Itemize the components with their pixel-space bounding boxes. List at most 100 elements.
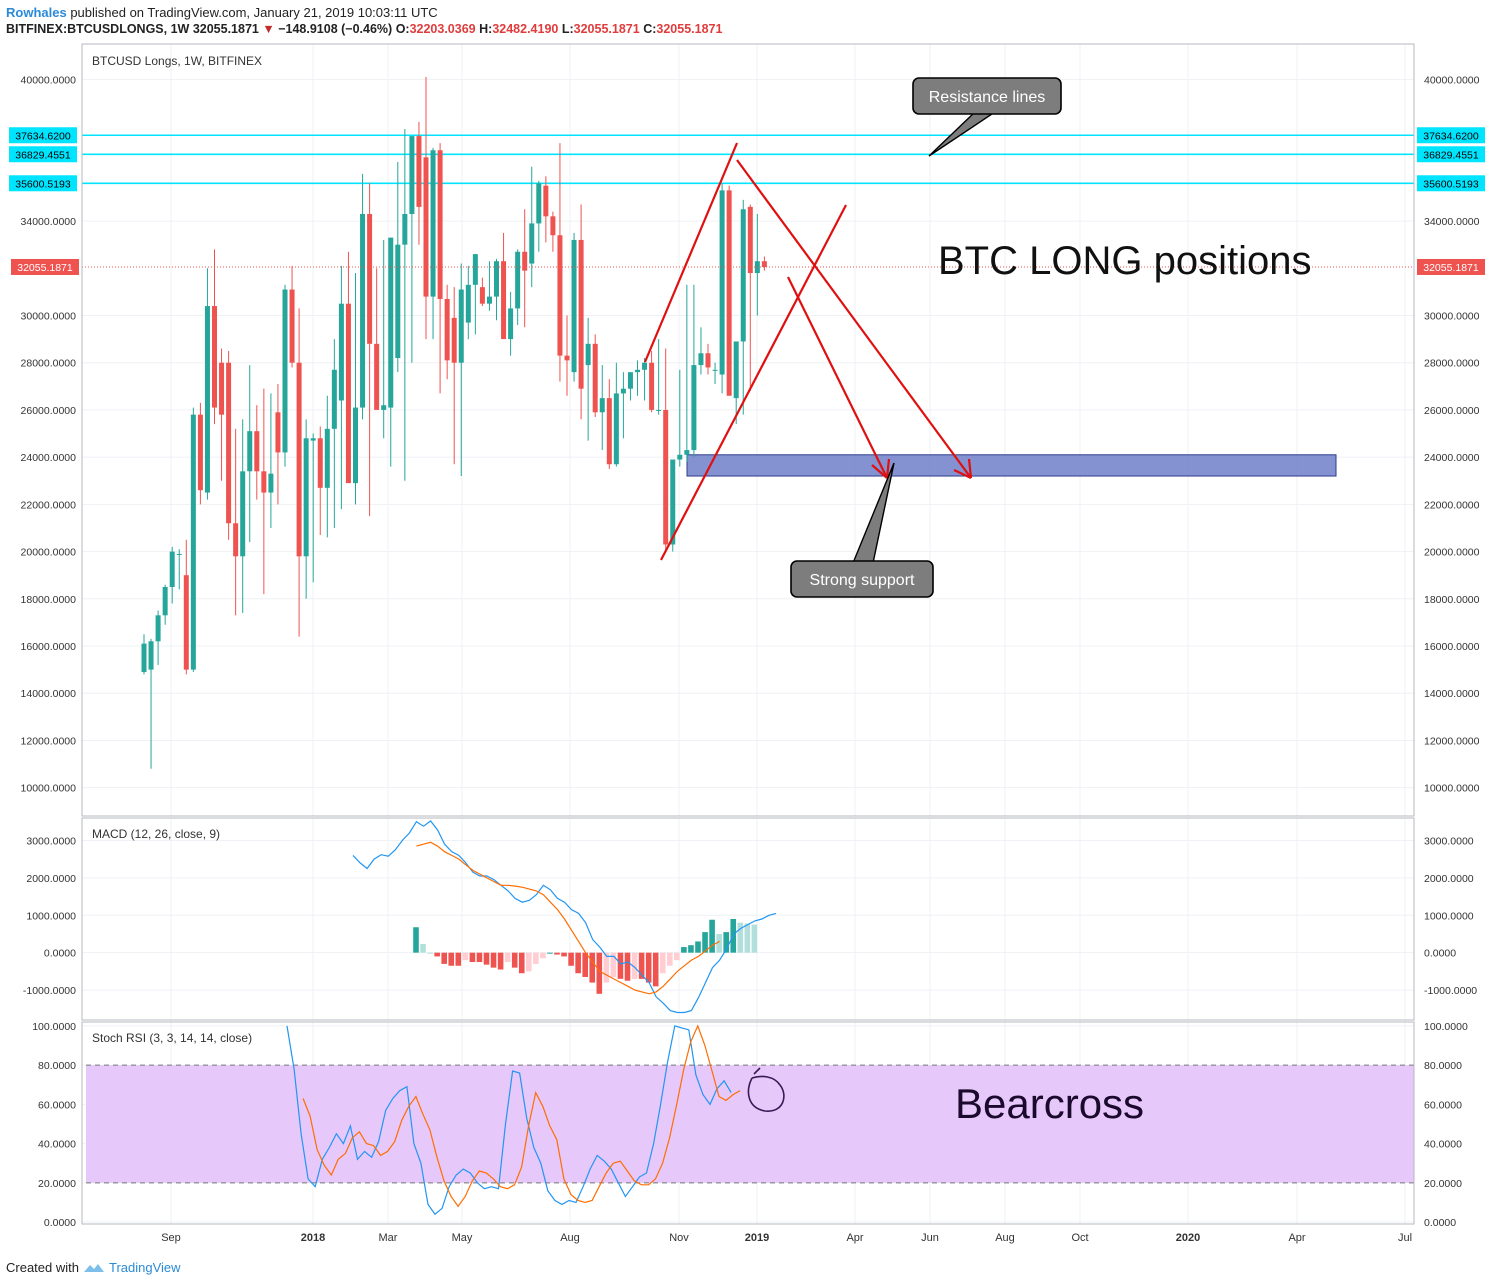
y-tick-label-left: -1000.0000 — [23, 985, 76, 997]
last-price-tag-left: 32055.1871 — [11, 258, 79, 275]
y-tick-label-right: 0.0000 — [1424, 948, 1456, 960]
candle-body — [409, 136, 415, 214]
candle-body — [254, 431, 260, 472]
candle — [656, 339, 662, 415]
macd-pane[interactable] — [352, 820, 777, 1014]
candle — [472, 254, 478, 335]
headline-annotation: BTC LONG positions — [938, 239, 1311, 283]
bearcross-circle — [747, 1067, 785, 1112]
macd-histogram-bar — [681, 947, 687, 953]
macd-histogram-bar — [434, 952, 440, 957]
candle-body — [416, 136, 422, 207]
macd-histogram-bar — [420, 944, 426, 953]
y-tick-label-left: 80.0000 — [38, 1060, 76, 1072]
resistance-tag-left-text: 37634.6200 — [15, 130, 71, 142]
candle-body — [747, 206, 753, 274]
y-tick-label-left: 0.0000 — [44, 1217, 76, 1229]
y-tick-label-left: 14000.0000 — [21, 688, 77, 700]
x-tick-label: 2019 — [745, 1232, 769, 1244]
candle-body — [275, 412, 281, 453]
x-tick-label: 2018 — [301, 1232, 325, 1244]
candle-body — [642, 362, 648, 370]
arrowhead — [871, 464, 888, 479]
candle — [345, 251, 351, 484]
y-tick-label-right: 20.0000 — [1424, 1178, 1462, 1190]
macd-histogram-bar — [462, 952, 469, 961]
candle — [585, 317, 591, 441]
candle-body — [501, 261, 507, 340]
macd-histogram-bar — [441, 952, 447, 964]
candle — [691, 284, 697, 458]
y-tick-label-left: 22000.0000 — [21, 499, 77, 511]
last-price: 32055.1871 — [192, 22, 259, 36]
resistance-tag-left-bg — [9, 127, 77, 144]
macd-histogram-bar — [596, 952, 603, 994]
close-label: C: — [643, 22, 657, 36]
candle-body — [204, 306, 210, 493]
candle — [219, 348, 225, 481]
candle — [268, 393, 274, 528]
candle — [416, 121, 422, 245]
candle — [254, 405, 260, 500]
candle — [388, 237, 394, 467]
candle — [501, 232, 507, 340]
macd-histogram-bar — [497, 952, 504, 970]
candle — [550, 211, 556, 252]
candle — [465, 265, 471, 340]
candle-body — [226, 362, 232, 524]
candle-body — [381, 405, 387, 410]
candle-body — [656, 409, 662, 411]
candle — [176, 549, 182, 590]
macd-histogram-bar — [568, 952, 574, 966]
trend-line — [660, 204, 847, 561]
candle-body — [712, 369, 718, 371]
y-tick-label-right: 24000.0000 — [1424, 452, 1480, 464]
arrowhead — [953, 469, 972, 479]
resistance-tag-right: 36829.4551 — [1417, 146, 1485, 163]
candle — [303, 419, 309, 599]
candle-body — [557, 235, 563, 356]
last-price-tag-left-bg — [11, 258, 79, 275]
candle-body — [240, 471, 246, 557]
stoch-pane[interactable] — [86, 1024, 1414, 1216]
y-tick-label-left: 100.0000 — [32, 1021, 76, 1033]
candle-body — [141, 643, 147, 672]
resistance-callout-label: Resistance lines — [929, 89, 1046, 106]
candle-body — [479, 287, 485, 304]
candle-body — [613, 393, 619, 465]
candle-body — [444, 298, 450, 361]
candle — [627, 372, 633, 401]
candle — [620, 372, 626, 439]
macd-histogram-bar — [413, 927, 419, 953]
support-callout-box — [790, 560, 934, 598]
candle — [367, 183, 373, 517]
candle — [747, 204, 753, 392]
arrowhead — [967, 458, 973, 479]
candle — [409, 136, 415, 363]
macd-histogram-bar — [603, 952, 610, 983]
candle-body — [740, 209, 746, 342]
macd-histogram-bar — [518, 952, 525, 974]
tradingview-logo-icon — [83, 1263, 104, 1272]
macd-histogram-bar — [554, 952, 560, 955]
x-tick-label: Nov — [669, 1232, 689, 1244]
low-value: 32055.1871 — [573, 22, 640, 36]
tradingview-brand[interactable]: TradingView — [108, 1260, 181, 1275]
price-pane[interactable] — [82, 77, 1414, 769]
y-tick-label-left: 28000.0000 — [21, 358, 77, 370]
candle-body — [684, 450, 690, 455]
author-name[interactable]: Rowhales — [6, 5, 67, 20]
close-value: 32055.1871 — [656, 22, 723, 36]
candle-body — [486, 296, 492, 304]
candle-body — [169, 551, 175, 587]
x-tick-label: Mar — [379, 1232, 398, 1244]
candle — [740, 199, 746, 415]
y-tick-label-left: 40.0000 — [38, 1139, 76, 1151]
candle — [719, 183, 725, 394]
candle-body — [289, 289, 295, 363]
macd-histogram-bar — [427, 952, 433, 954]
candle — [374, 268, 380, 410]
candle-body — [148, 641, 154, 670]
candle-body — [726, 190, 732, 396]
